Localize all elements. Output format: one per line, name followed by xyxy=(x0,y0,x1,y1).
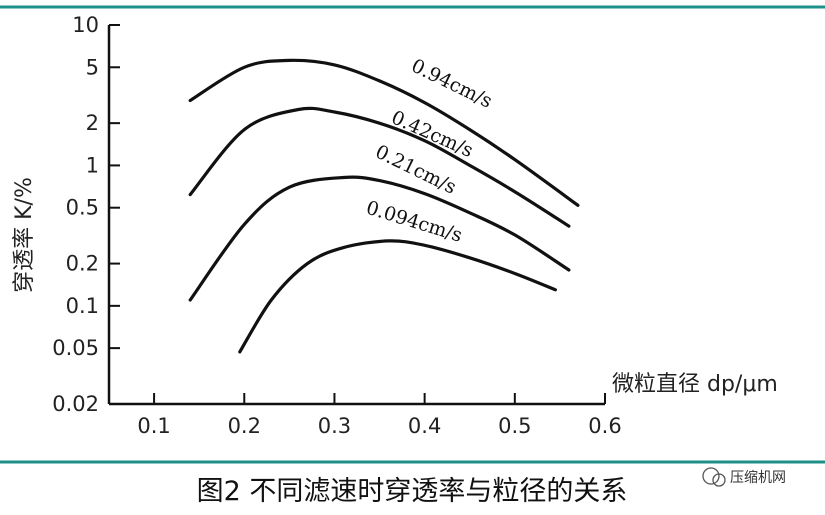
y-tick-label: 10 xyxy=(72,13,99,37)
watermark: 压缩机网 xyxy=(702,467,786,487)
curve-group: 0.94cm/s0.42cm/s0.21cm/s0.094cm/s xyxy=(188,55,580,354)
y-tick-label: 0.5 xyxy=(66,196,99,220)
y-axis-label: 穿透率 K/% xyxy=(12,177,37,293)
series-line xyxy=(188,58,580,207)
series-line xyxy=(188,175,571,302)
watermark-text: 压缩机网 xyxy=(730,470,786,486)
series-line xyxy=(238,239,557,354)
x-tick-label: 0.4 xyxy=(408,414,441,438)
wechat-icon xyxy=(702,467,720,485)
tick-group: 10 5 2 1 0.5 0.2 0.1 0.05 0.02 0.1 0.2 0.3 0.4 0.5 0.6 xyxy=(52,13,621,438)
y-tick-label: 5 xyxy=(86,55,99,79)
x-tick-label: 0.5 xyxy=(498,414,531,438)
wechat-icon-inner xyxy=(712,473,726,487)
y-tick-label: 0.2 xyxy=(66,252,99,276)
series-label: 0.94cm/s xyxy=(408,55,496,113)
series-line xyxy=(188,106,571,228)
x-tick-label: 0.6 xyxy=(588,414,621,438)
x-axis-label: 微粒直径 dp/μm xyxy=(612,372,778,397)
y-tick-label: 0.05 xyxy=(52,336,99,360)
axes xyxy=(107,25,605,406)
y-tick-label: 0.1 xyxy=(66,294,99,318)
x-tick-label: 0.3 xyxy=(318,414,351,438)
y-tick-label: 2 xyxy=(86,111,99,135)
x-tick-label: 0.2 xyxy=(228,414,261,438)
y-tick-label: 1 xyxy=(86,153,99,177)
x-tick-label: 0.1 xyxy=(137,414,170,438)
figure-caption: 图2 不同滤速时穿透率与粒径的关系 xyxy=(197,476,628,507)
y-tick-label: 0.02 xyxy=(52,392,99,416)
